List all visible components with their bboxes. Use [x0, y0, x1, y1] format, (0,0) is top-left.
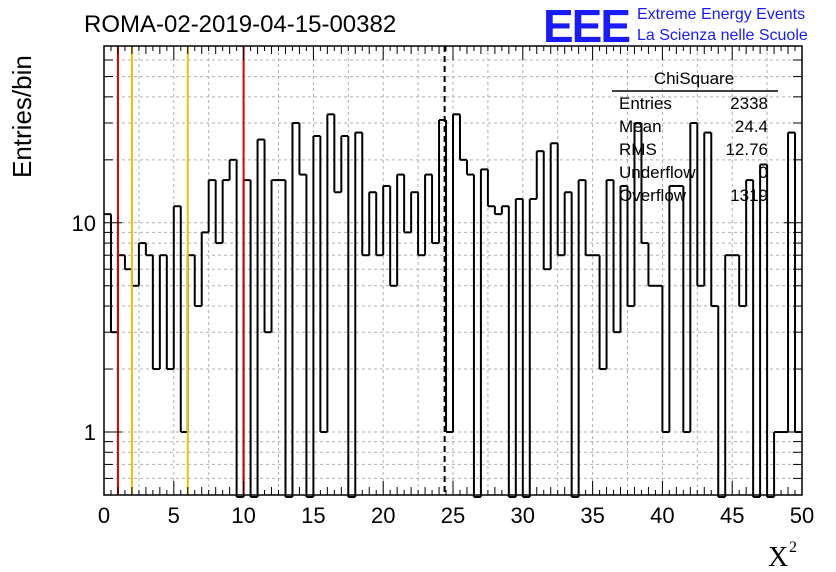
x-tick-label: 30: [511, 503, 535, 528]
stats-box: ChiSquare Entries 2338 Mean 24.4 RMS 12.…: [612, 69, 778, 205]
stats-title: ChiSquare: [654, 69, 734, 88]
x-axis-label: X: [768, 542, 788, 572]
x-tick-label: 25: [441, 503, 465, 528]
x-tick-label: 35: [580, 503, 604, 528]
threshold-lines: [116, 46, 446, 495]
x-tick-label: 0: [98, 503, 110, 528]
stats-label-mean: Mean: [619, 117, 662, 136]
stats-value-overflow: 1319: [730, 186, 768, 205]
y-axis-label: Entries/bin: [7, 55, 37, 178]
x-axis-ticks: 0 5 10 15 20 25 30 35 40 45 50: [98, 46, 814, 528]
x-tick-label: 5: [168, 503, 180, 528]
stats-label-overflow: Overflow: [619, 186, 687, 205]
stats-value-underflow: 0: [759, 163, 768, 182]
x-tick-label: 20: [371, 503, 395, 528]
histogram-bars: [104, 113, 802, 498]
y-tick-label: 1: [84, 420, 96, 445]
stats-value-entries: 2338: [730, 94, 768, 113]
x-axis-label-superscript: 2: [789, 539, 797, 556]
x-tick-label: 10: [231, 503, 255, 528]
y-axis-ticks: 1 10: [72, 59, 802, 479]
x-tick-label: 40: [650, 503, 674, 528]
x-tick-label: 45: [720, 503, 744, 528]
stats-label-rms: RMS: [619, 140, 657, 159]
stats-value-rms: 12.76: [725, 140, 768, 159]
run-title: ROMA-02-2019-04-15-00382: [84, 11, 396, 38]
stats-label-underflow: Underflow: [619, 163, 696, 182]
x-tick-label: 50: [790, 503, 814, 528]
y-tick-label: 10: [72, 211, 96, 236]
stats-value-mean: 24.4: [735, 117, 768, 136]
x-tick-label: 15: [301, 503, 325, 528]
logo-line-2: La Scienza nelle Scuole: [637, 27, 808, 44]
logo-line-1: Extreme Energy Events: [637, 6, 805, 23]
eee-logo: EEE: [543, 0, 629, 52]
stats-label-entries: Entries: [619, 94, 672, 113]
